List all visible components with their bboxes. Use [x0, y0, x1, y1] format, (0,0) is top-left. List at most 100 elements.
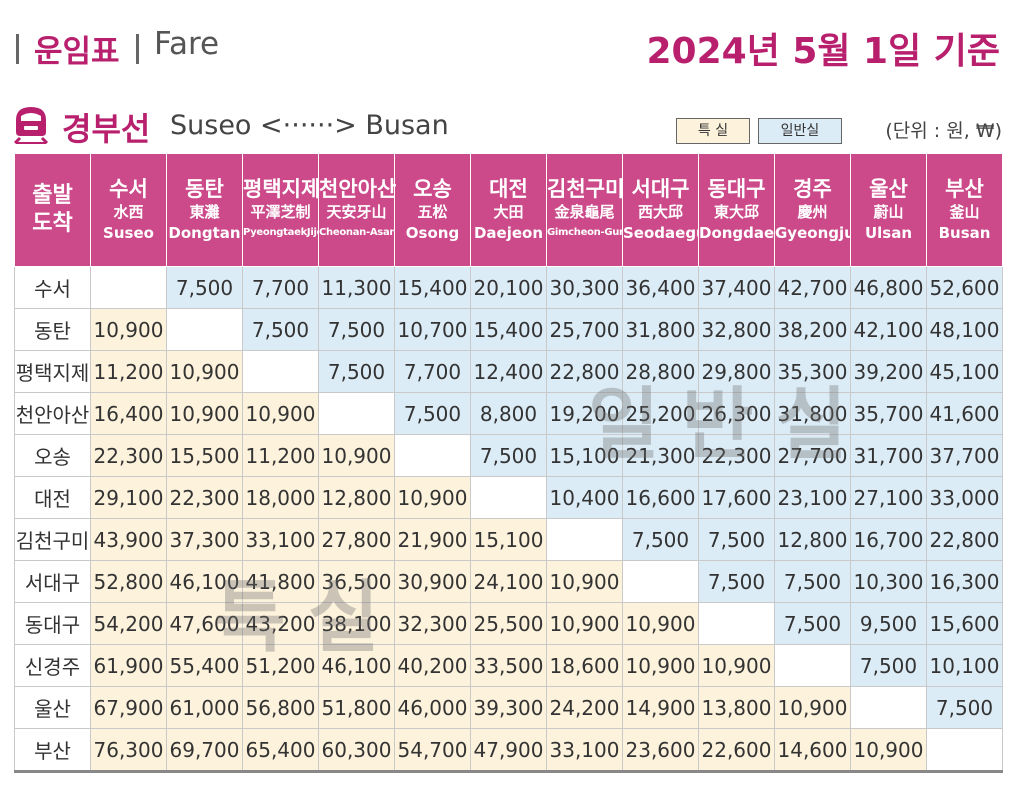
fare-cell-normal: 23,100: [774, 476, 851, 519]
fare-cell-normal: 37,400: [698, 266, 775, 309]
fare-cell-normal: 16,300: [926, 560, 1003, 603]
station-name-ko: 동대구: [707, 177, 766, 201]
station-name-hanja: 水西: [113, 203, 144, 221]
fare-cell-empty: [546, 518, 623, 561]
station-name-en: PyeongtaekJije: [243, 227, 318, 238]
fare-cell-first-class: 41,800: [242, 560, 319, 603]
page-subtitle: Fare: [154, 26, 220, 62]
station-name-en: Cheonan-Asan: [319, 227, 394, 238]
fare-cell-first-class: 10,900: [242, 392, 319, 435]
table-row: 동탄 10,900 7,500 7,500 10,700 15,400 25,700 31,8…: [14, 308, 1003, 351]
page-header: 운임표 Fare 2024년 5월 1일 기준: [0, 0, 1016, 90]
fare-table-body: 수서 7,500 7,700 11,300 15,400 20,100 30,300 36,4…: [14, 266, 1003, 773]
fare-cell-empty: [926, 728, 1003, 773]
fare-cell-empty: [394, 434, 471, 477]
fare-cell-first-class: 69,700: [166, 728, 243, 773]
station-name-ko: 울산: [869, 177, 908, 201]
unit-note: (단위 : 원, ₩): [885, 120, 1002, 142]
fare-cell-normal: 26,300: [698, 392, 775, 435]
station-name-en: Ulsan: [864, 224, 913, 242]
fare-cell-normal: 31,800: [774, 392, 851, 435]
corner-departure: 출발: [32, 183, 73, 208]
fare-cell-normal: 37,700: [926, 434, 1003, 477]
fare-cell-first-class: 22,300: [90, 434, 167, 477]
fare-cell-first-class: 40,200: [394, 644, 471, 687]
fare-cell-first-class: 10,900: [622, 602, 699, 645]
fare-cell-first-class: 61,900: [90, 644, 167, 687]
fare-cell-first-class: 32,300: [394, 602, 471, 645]
fare-cell-first-class: 11,200: [90, 350, 167, 393]
fare-cell-first-class: 16,400: [90, 392, 167, 435]
fare-cell-normal: 15,400: [394, 266, 471, 309]
station-header: 평택지제 平澤芝制 PyeongtaekJije: [242, 153, 320, 267]
line-route: Suseo <······> Busan: [170, 110, 449, 141]
fare-cell-normal: 42,100: [850, 308, 927, 351]
fare-cell-empty: [698, 602, 775, 645]
fare-cell-normal: 7,700: [242, 266, 319, 309]
fare-cell-normal: 8,800: [470, 392, 547, 435]
station-name-en: Busan: [938, 224, 991, 242]
station-header: 김천구미 金泉龜尾 Gimcheon-Gumi: [546, 153, 625, 267]
fare-cell-normal: 7,500: [470, 434, 547, 477]
fare-cell-first-class: 10,900: [166, 350, 243, 393]
row-station-label: 수서: [14, 266, 91, 309]
fare-cell-normal: 12,400: [470, 350, 547, 393]
fare-cell-normal: 28,800: [622, 350, 699, 393]
fare-cell-first-class: 11,200: [242, 434, 319, 477]
fare-cell-normal: 22,800: [926, 518, 1003, 561]
station-name-hanja: 五松: [417, 203, 448, 221]
fare-cell-normal: 29,800: [698, 350, 775, 393]
fare-cell-empty: [166, 308, 243, 351]
fare-cell-normal: 10,700: [394, 308, 471, 351]
station-header: 부산 釜山 Busan: [926, 153, 1003, 267]
fare-cell-normal: 27,100: [850, 476, 927, 519]
fare-cell-empty: [774, 644, 851, 687]
effective-date: 2024년 5월 1일 기준: [646, 31, 1001, 72]
fare-cell-first-class: 25,500: [470, 602, 547, 645]
table-row: 부산 76,300 69,700 65,400 60,300 54,700 47,900 33…: [14, 728, 1003, 773]
station-name-ko: 김천구미: [547, 177, 625, 201]
title-divider: [136, 34, 139, 64]
station-header: 서대구 西大邱 Seodaegu: [622, 153, 699, 267]
fare-cell-first-class: 10,900: [622, 644, 699, 687]
table-row: 평택지제 11,200 10,900 7,500 7,700 12,400 22,800 28…: [14, 350, 1003, 393]
legend-normal-class: 일반실: [758, 118, 842, 144]
fare-cell-normal: 16,700: [850, 518, 927, 561]
fare-table: 출발 도착 수서 水西 Suseo 동탄 東灘 Dongtan 평택지제 平澤芝制 Pyeong…: [14, 153, 1003, 773]
fare-cell-first-class: 46,100: [166, 560, 243, 603]
fare-cell-first-class: 24,100: [470, 560, 547, 603]
fare-cell-normal: 52,600: [926, 266, 1003, 309]
fare-cell-first-class: 22,600: [698, 728, 775, 773]
fare-cell-normal: 7,500: [774, 560, 851, 603]
fare-cell-normal: 7,500: [166, 266, 243, 309]
row-station-label: 김천구미: [14, 518, 91, 561]
fare-cell-first-class: 15,100: [470, 518, 547, 561]
fare-cell-normal: 7,500: [698, 518, 775, 561]
fare-cell-normal: 25,700: [546, 308, 623, 351]
fare-cell-first-class: 15,500: [166, 434, 243, 477]
fare-cell-normal: 7,500: [622, 518, 699, 561]
fare-cell-normal: 10,400: [546, 476, 623, 519]
fare-cell-normal: 48,100: [926, 308, 1003, 351]
station-name-en: Gimcheon-Gumi: [547, 227, 622, 238]
fare-cell-first-class: 54,200: [90, 602, 167, 645]
fare-cell-first-class: 14,900: [622, 686, 699, 729]
fare-cell-normal: 33,000: [926, 476, 1003, 519]
station-name-hanja: 慶州: [797, 203, 828, 221]
fare-cell-first-class: 55,400: [166, 644, 243, 687]
fare-cell-first-class: 47,600: [166, 602, 243, 645]
station-name-ko: 부산: [945, 177, 984, 201]
station-name-hanja: 天安牙山: [326, 203, 387, 221]
fare-cell-normal: 35,300: [774, 350, 851, 393]
table-header-row: 출발 도착 수서 水西 Suseo 동탄 東灘 Dongtan 평택지제 平澤芝制 Pyeong…: [14, 153, 1003, 267]
fare-cell-normal: 7,500: [698, 560, 775, 603]
fare-cell-first-class: 33,100: [546, 728, 623, 773]
table-row: 김천구미 43,900 37,300 33,100 27,800 21,900 15,100…: [14, 518, 1003, 561]
station-header: 수서 水西 Suseo: [90, 153, 167, 267]
fare-cell-normal: 35,700: [850, 392, 927, 435]
fare-cell-first-class: 18,600: [546, 644, 623, 687]
row-station-label: 울산: [14, 686, 91, 729]
table-row: 수서 7,500 7,700 11,300 15,400 20,100 30,300 36,4…: [14, 266, 1003, 309]
fare-cell-first-class: 10,900: [774, 686, 851, 729]
table-row: 신경주 61,900 55,400 51,200 46,100 40,200 33,500 1…: [14, 644, 1003, 687]
